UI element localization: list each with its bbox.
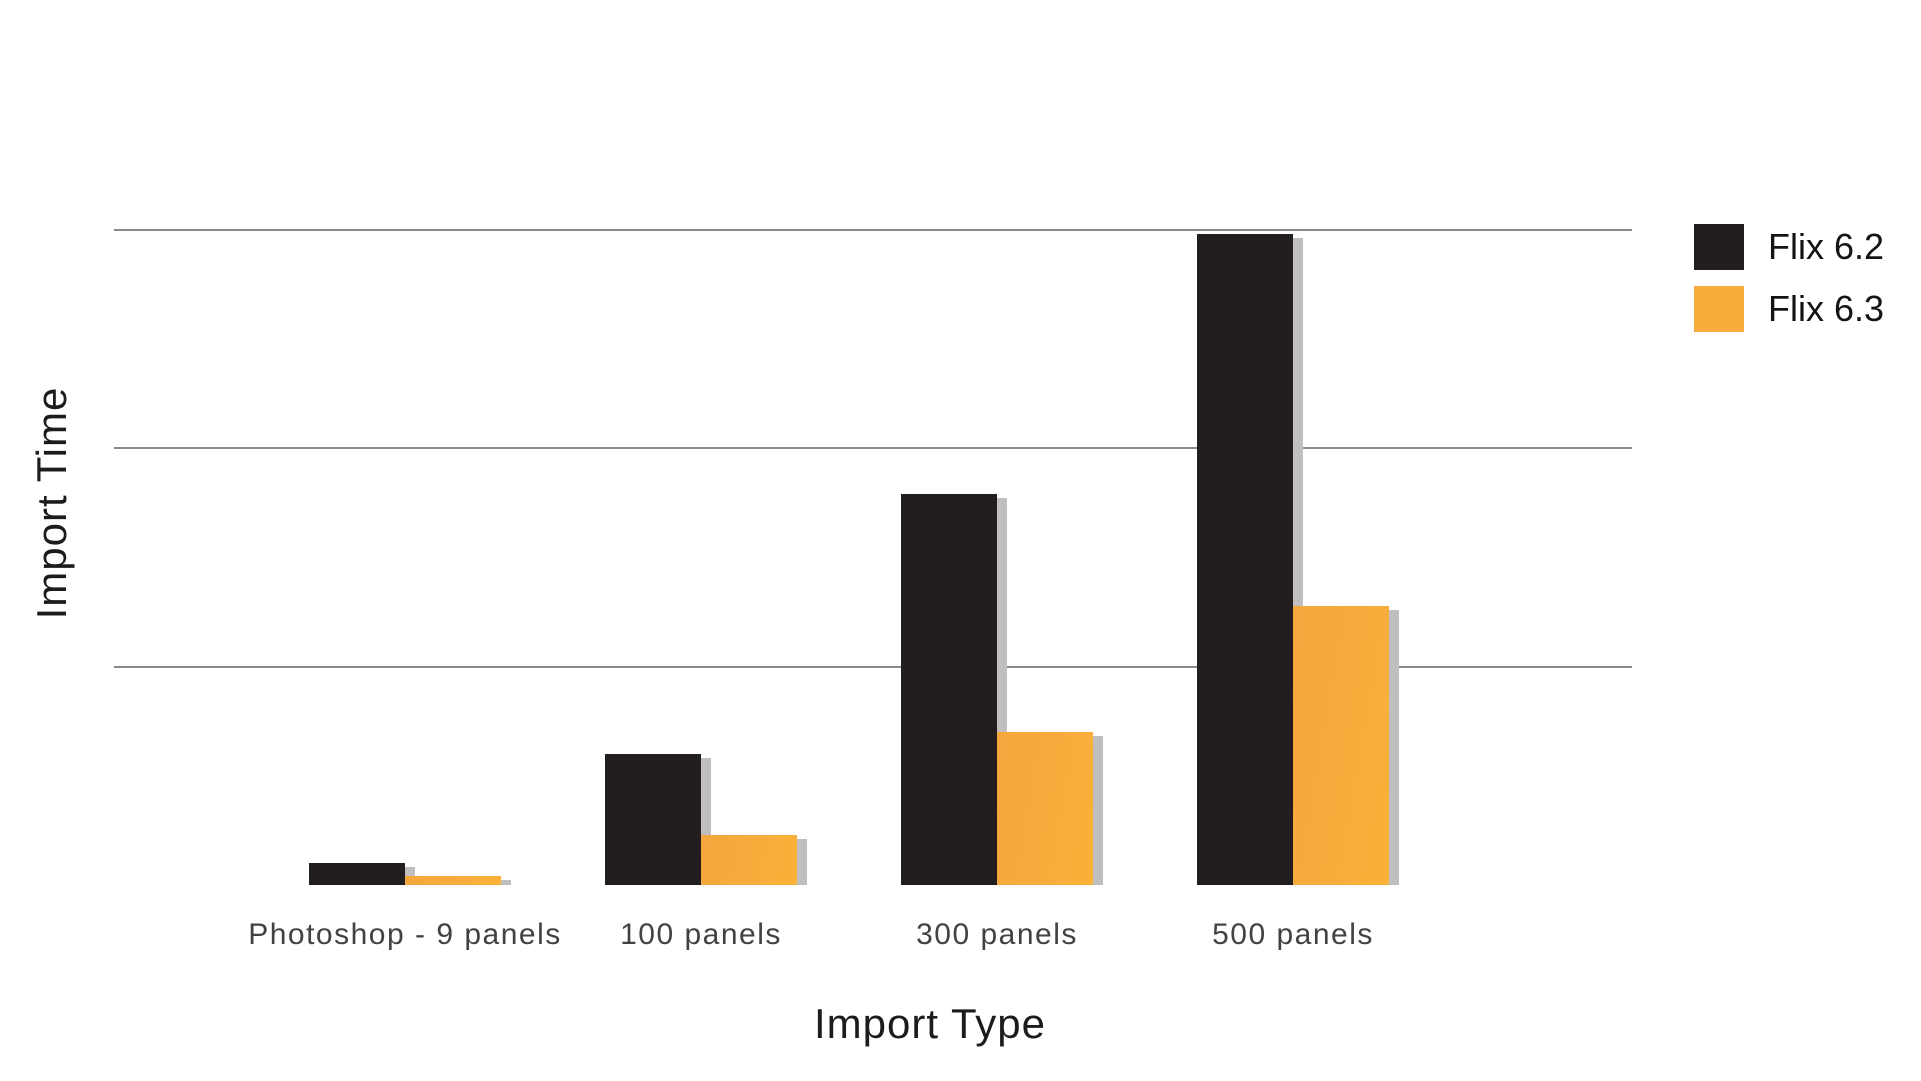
bar-flix-6-2-100-panels: [605, 754, 701, 885]
x-tick-label-500-panels: 500 panels: [1212, 918, 1374, 951]
bar-flix-6-3-300-panels: [997, 732, 1093, 885]
legend-item-flix-6-2: Flix 6.2: [1694, 224, 1884, 270]
gridline: [114, 229, 1632, 231]
bar-flix-6-2-300-panels: [901, 494, 997, 885]
legend-swatch-flix-6-3: [1694, 286, 1744, 332]
legend: Flix 6.2 Flix 6.3: [1694, 224, 1884, 348]
legend-label-flix-6-3: Flix 6.3: [1768, 288, 1885, 329]
x-tick-label-photoshop-9-panels: Photoshop - 9 panels: [248, 918, 562, 951]
gridline: [114, 665, 1632, 668]
legend-swatch-flix-6-2: [1694, 224, 1744, 270]
bar-flix-6-2-500-panels: [1197, 234, 1293, 885]
bar-flix-6-3-500-panels: [1293, 606, 1389, 885]
legend-item-flix-6-3: Flix 6.3: [1694, 286, 1884, 332]
gridline: [114, 447, 1632, 450]
bar-flix-6-3-photoshop-9-panels: [405, 876, 501, 885]
x-tick-label-300-panels: 300 panels: [916, 918, 1078, 951]
x-tick-label-100-panels: 100 panels: [620, 918, 782, 951]
y-axis-title: Import Time: [28, 386, 75, 620]
x-axis-title: Import Type: [814, 1000, 1046, 1047]
bar-flix-6-3-100-panels: [701, 835, 797, 885]
bar-flix-6-2-photoshop-9-panels: [309, 863, 405, 885]
legend-label-flix-6-2: Flix 6.2: [1768, 226, 1885, 267]
plot-area: [114, 229, 1632, 885]
